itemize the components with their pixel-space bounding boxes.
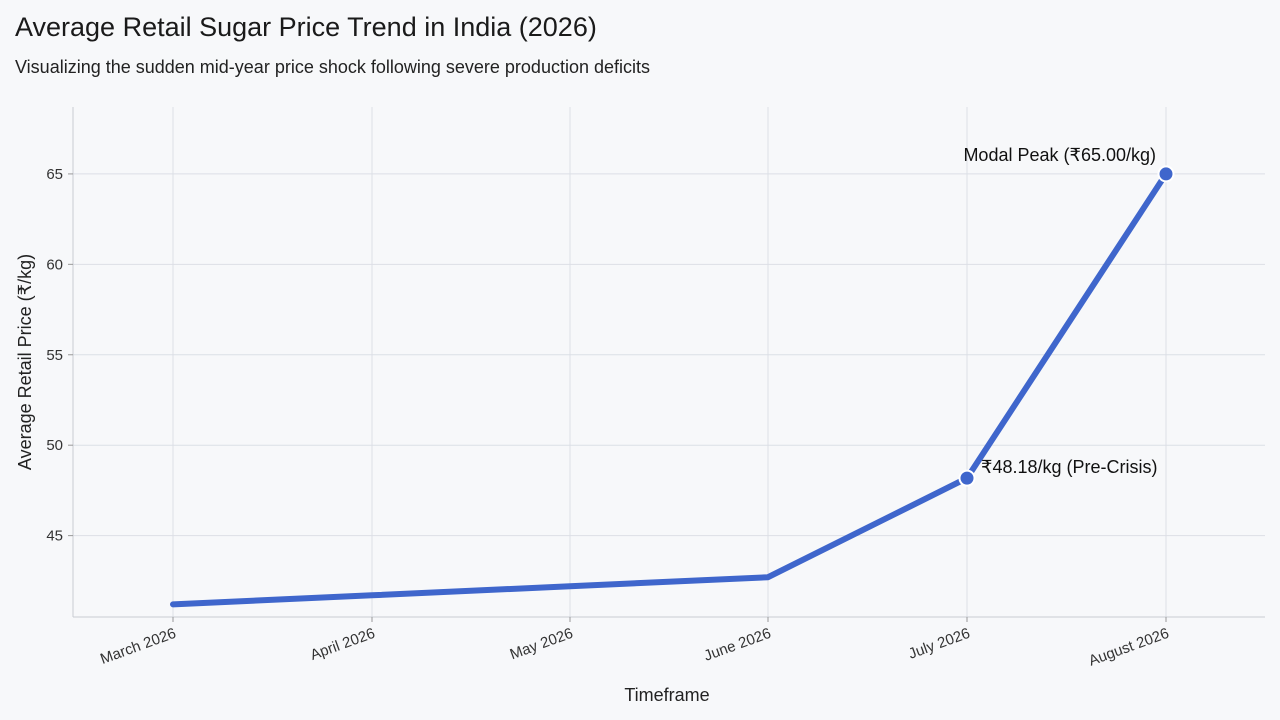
x-tick-label: August 2026 xyxy=(1086,625,1171,670)
series-line xyxy=(170,170,1169,608)
grid xyxy=(73,107,1265,617)
data-point-marker xyxy=(958,469,976,487)
y-tick-label: 50 xyxy=(46,437,63,454)
marker-layer xyxy=(958,165,1175,487)
chart-title: Average Retail Sugar Price Trend in Indi… xyxy=(15,12,597,42)
y-tick-label: 65 xyxy=(46,166,63,183)
x-tick-label: July 2026 xyxy=(906,625,972,663)
chart-subtitle: Visualizing the sudden mid-year price sh… xyxy=(15,57,651,77)
y-tick-label: 55 xyxy=(46,347,63,364)
x-tick-label: June 2026 xyxy=(702,625,774,665)
x-axis-title: Timeframe xyxy=(624,685,709,705)
series-layer xyxy=(170,170,1169,608)
x-tick-label: March 2026 xyxy=(98,625,178,668)
x-tick-label: April 2026 xyxy=(308,625,377,664)
y-axis-title: Average Retail Price (₹/kg) xyxy=(15,254,35,470)
axes: 45 50 55 60 65 March 2026 April 2026 May 2026 Ju… xyxy=(15,107,1265,705)
x-tick-label: May 2026 xyxy=(508,625,576,664)
annotation-label: Modal Peak (₹65.00/kg) xyxy=(963,145,1156,165)
data-point-marker xyxy=(1157,165,1175,183)
y-tick-label: 60 xyxy=(46,256,63,273)
y-tick-label: 45 xyxy=(46,528,63,545)
annotation-label: ₹48.18/kg (Pre-Crisis) xyxy=(981,457,1158,477)
label-layer: ₹48.18/kg (Pre-Crisis) Modal Peak (₹65.00… xyxy=(963,145,1157,477)
